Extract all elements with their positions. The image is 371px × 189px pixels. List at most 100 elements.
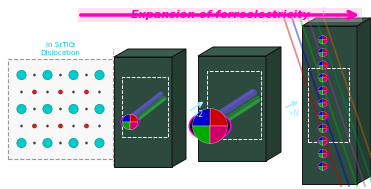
Wedge shape — [319, 90, 323, 95]
Wedge shape — [319, 153, 323, 158]
Polygon shape — [302, 26, 357, 184]
Polygon shape — [198, 56, 266, 161]
Wedge shape — [319, 48, 323, 52]
Circle shape — [33, 108, 36, 110]
Bar — [207, 71, 261, 139]
Circle shape — [85, 124, 89, 128]
Wedge shape — [323, 86, 327, 90]
Circle shape — [17, 104, 26, 114]
Polygon shape — [78, 8, 362, 22]
Wedge shape — [323, 116, 327, 120]
Wedge shape — [319, 99, 323, 103]
Ellipse shape — [121, 115, 139, 129]
Wedge shape — [323, 48, 327, 52]
Polygon shape — [198, 47, 281, 56]
Wedge shape — [323, 137, 327, 141]
Circle shape — [46, 91, 49, 93]
Circle shape — [43, 104, 52, 114]
Wedge shape — [210, 126, 227, 143]
Circle shape — [72, 91, 75, 93]
Wedge shape — [319, 73, 323, 78]
Ellipse shape — [317, 112, 328, 119]
Wedge shape — [323, 103, 327, 107]
Wedge shape — [319, 52, 323, 57]
Wedge shape — [319, 166, 323, 170]
Text: in SrTiO: in SrTiO — [46, 42, 75, 48]
Wedge shape — [319, 65, 323, 69]
Wedge shape — [323, 166, 327, 170]
Wedge shape — [319, 103, 323, 107]
Wedge shape — [323, 141, 327, 145]
Polygon shape — [114, 49, 186, 57]
Wedge shape — [319, 137, 323, 141]
Ellipse shape — [317, 150, 328, 157]
Ellipse shape — [317, 163, 328, 169]
Circle shape — [58, 90, 63, 94]
Wedge shape — [319, 111, 323, 116]
Circle shape — [69, 70, 78, 80]
Bar — [122, 77, 168, 137]
Circle shape — [43, 138, 52, 148]
Wedge shape — [193, 126, 210, 143]
Wedge shape — [319, 116, 323, 120]
Circle shape — [33, 74, 36, 76]
Wedge shape — [130, 114, 138, 122]
Wedge shape — [210, 108, 227, 126]
Polygon shape — [357, 18, 371, 184]
Wedge shape — [319, 162, 323, 166]
Ellipse shape — [317, 87, 328, 94]
Wedge shape — [323, 128, 327, 133]
Circle shape — [17, 70, 26, 80]
Text: Dislocation: Dislocation — [40, 50, 81, 56]
Circle shape — [20, 91, 23, 93]
Circle shape — [59, 74, 62, 76]
Wedge shape — [319, 40, 323, 44]
Bar — [8, 59, 113, 159]
Circle shape — [17, 138, 26, 148]
Ellipse shape — [317, 49, 328, 56]
Ellipse shape — [317, 138, 328, 144]
Circle shape — [32, 90, 37, 94]
Wedge shape — [122, 114, 130, 122]
Polygon shape — [302, 18, 371, 26]
Circle shape — [33, 142, 36, 144]
Circle shape — [85, 142, 88, 144]
Wedge shape — [130, 122, 138, 130]
Text: ×N: ×N — [288, 108, 300, 118]
Ellipse shape — [189, 112, 231, 140]
Wedge shape — [323, 124, 327, 128]
Wedge shape — [122, 122, 130, 130]
Circle shape — [46, 125, 49, 127]
Wedge shape — [323, 36, 327, 40]
Circle shape — [98, 91, 101, 93]
Text: 3: 3 — [72, 43, 75, 48]
Wedge shape — [323, 40, 327, 44]
Ellipse shape — [317, 62, 328, 68]
Circle shape — [20, 125, 23, 127]
Wedge shape — [193, 108, 210, 126]
Wedge shape — [319, 149, 323, 153]
Circle shape — [72, 125, 75, 127]
Wedge shape — [319, 141, 323, 145]
Wedge shape — [323, 61, 327, 65]
Wedge shape — [323, 153, 327, 158]
Circle shape — [32, 124, 37, 128]
Circle shape — [98, 125, 101, 127]
Wedge shape — [323, 162, 327, 166]
Bar — [308, 68, 349, 142]
Wedge shape — [323, 73, 327, 78]
Ellipse shape — [317, 75, 328, 81]
Ellipse shape — [317, 125, 328, 131]
Circle shape — [59, 142, 62, 144]
Wedge shape — [323, 65, 327, 69]
Text: Expansion of ferroelectricity: Expansion of ferroelectricity — [131, 9, 309, 19]
Circle shape — [69, 138, 78, 148]
Wedge shape — [319, 128, 323, 133]
Circle shape — [95, 138, 104, 148]
Ellipse shape — [317, 37, 328, 43]
Circle shape — [69, 104, 78, 114]
Circle shape — [95, 70, 104, 80]
Wedge shape — [319, 61, 323, 65]
Circle shape — [85, 108, 88, 110]
Wedge shape — [319, 86, 323, 90]
